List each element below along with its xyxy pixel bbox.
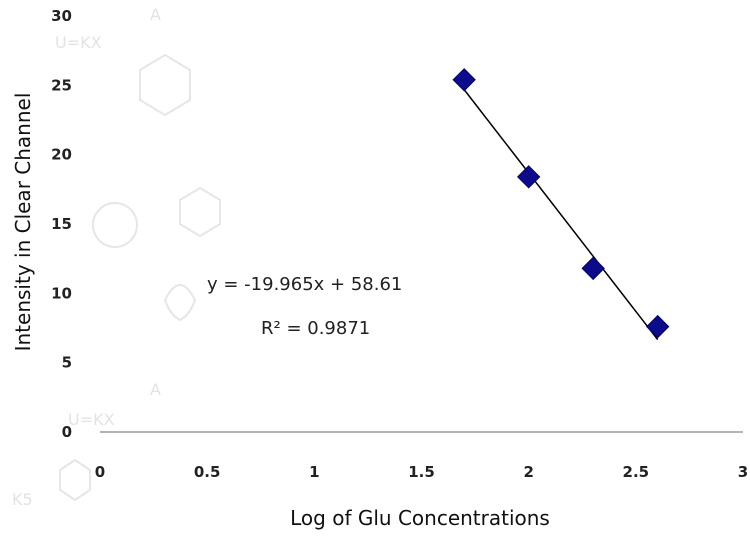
y-tick-label: 0 [62,423,72,441]
y-tick-label: 5 [62,354,72,372]
r-squared-label: R² = 0.9871 [261,318,370,339]
data-point-diamond [516,165,541,189]
x-axis-title: Log of Glu Concentrations [290,506,550,530]
x-tick-label: 1 [309,463,319,481]
y-tick-label: 10 [51,284,72,302]
y-tick-label: 15 [51,215,72,233]
trendline-equation: y = -19.965x + 58.61 [207,274,402,295]
y-tick-labels: 0 5 10 15 20 25 30 [51,7,72,441]
x-tick-labels: 0 0.5 1 1.5 2 2.5 3 [95,463,748,481]
x-tick-label: 2.5 [623,463,650,481]
svg-text:U=KX: U=KX [68,410,115,429]
y-tick-label: 30 [51,7,72,25]
y-axis-title: Intensity in Clear Channel [11,93,35,352]
x-tick-label: 1.5 [408,463,435,481]
svg-text:K5: K5 [12,490,33,509]
data-point-diamond [645,314,670,339]
x-tick-label: 2 [523,463,533,481]
data-point-diamond [581,256,605,281]
svg-text:A: A [150,5,161,24]
svg-text:A: A [150,380,161,399]
x-tick-label: 0.5 [194,463,221,481]
x-tick-label: 0 [95,463,105,481]
y-tick-label: 20 [51,146,72,164]
data-points [452,68,670,339]
y-tick-label: 25 [51,76,72,94]
x-tick-label: 3 [738,463,748,481]
trendline-group [463,89,659,341]
trendline [463,89,659,341]
background-doodles: U=KX A U=KX A K5 [12,5,221,509]
svg-text:U=KX: U=KX [55,33,102,52]
data-point-diamond [452,68,476,92]
